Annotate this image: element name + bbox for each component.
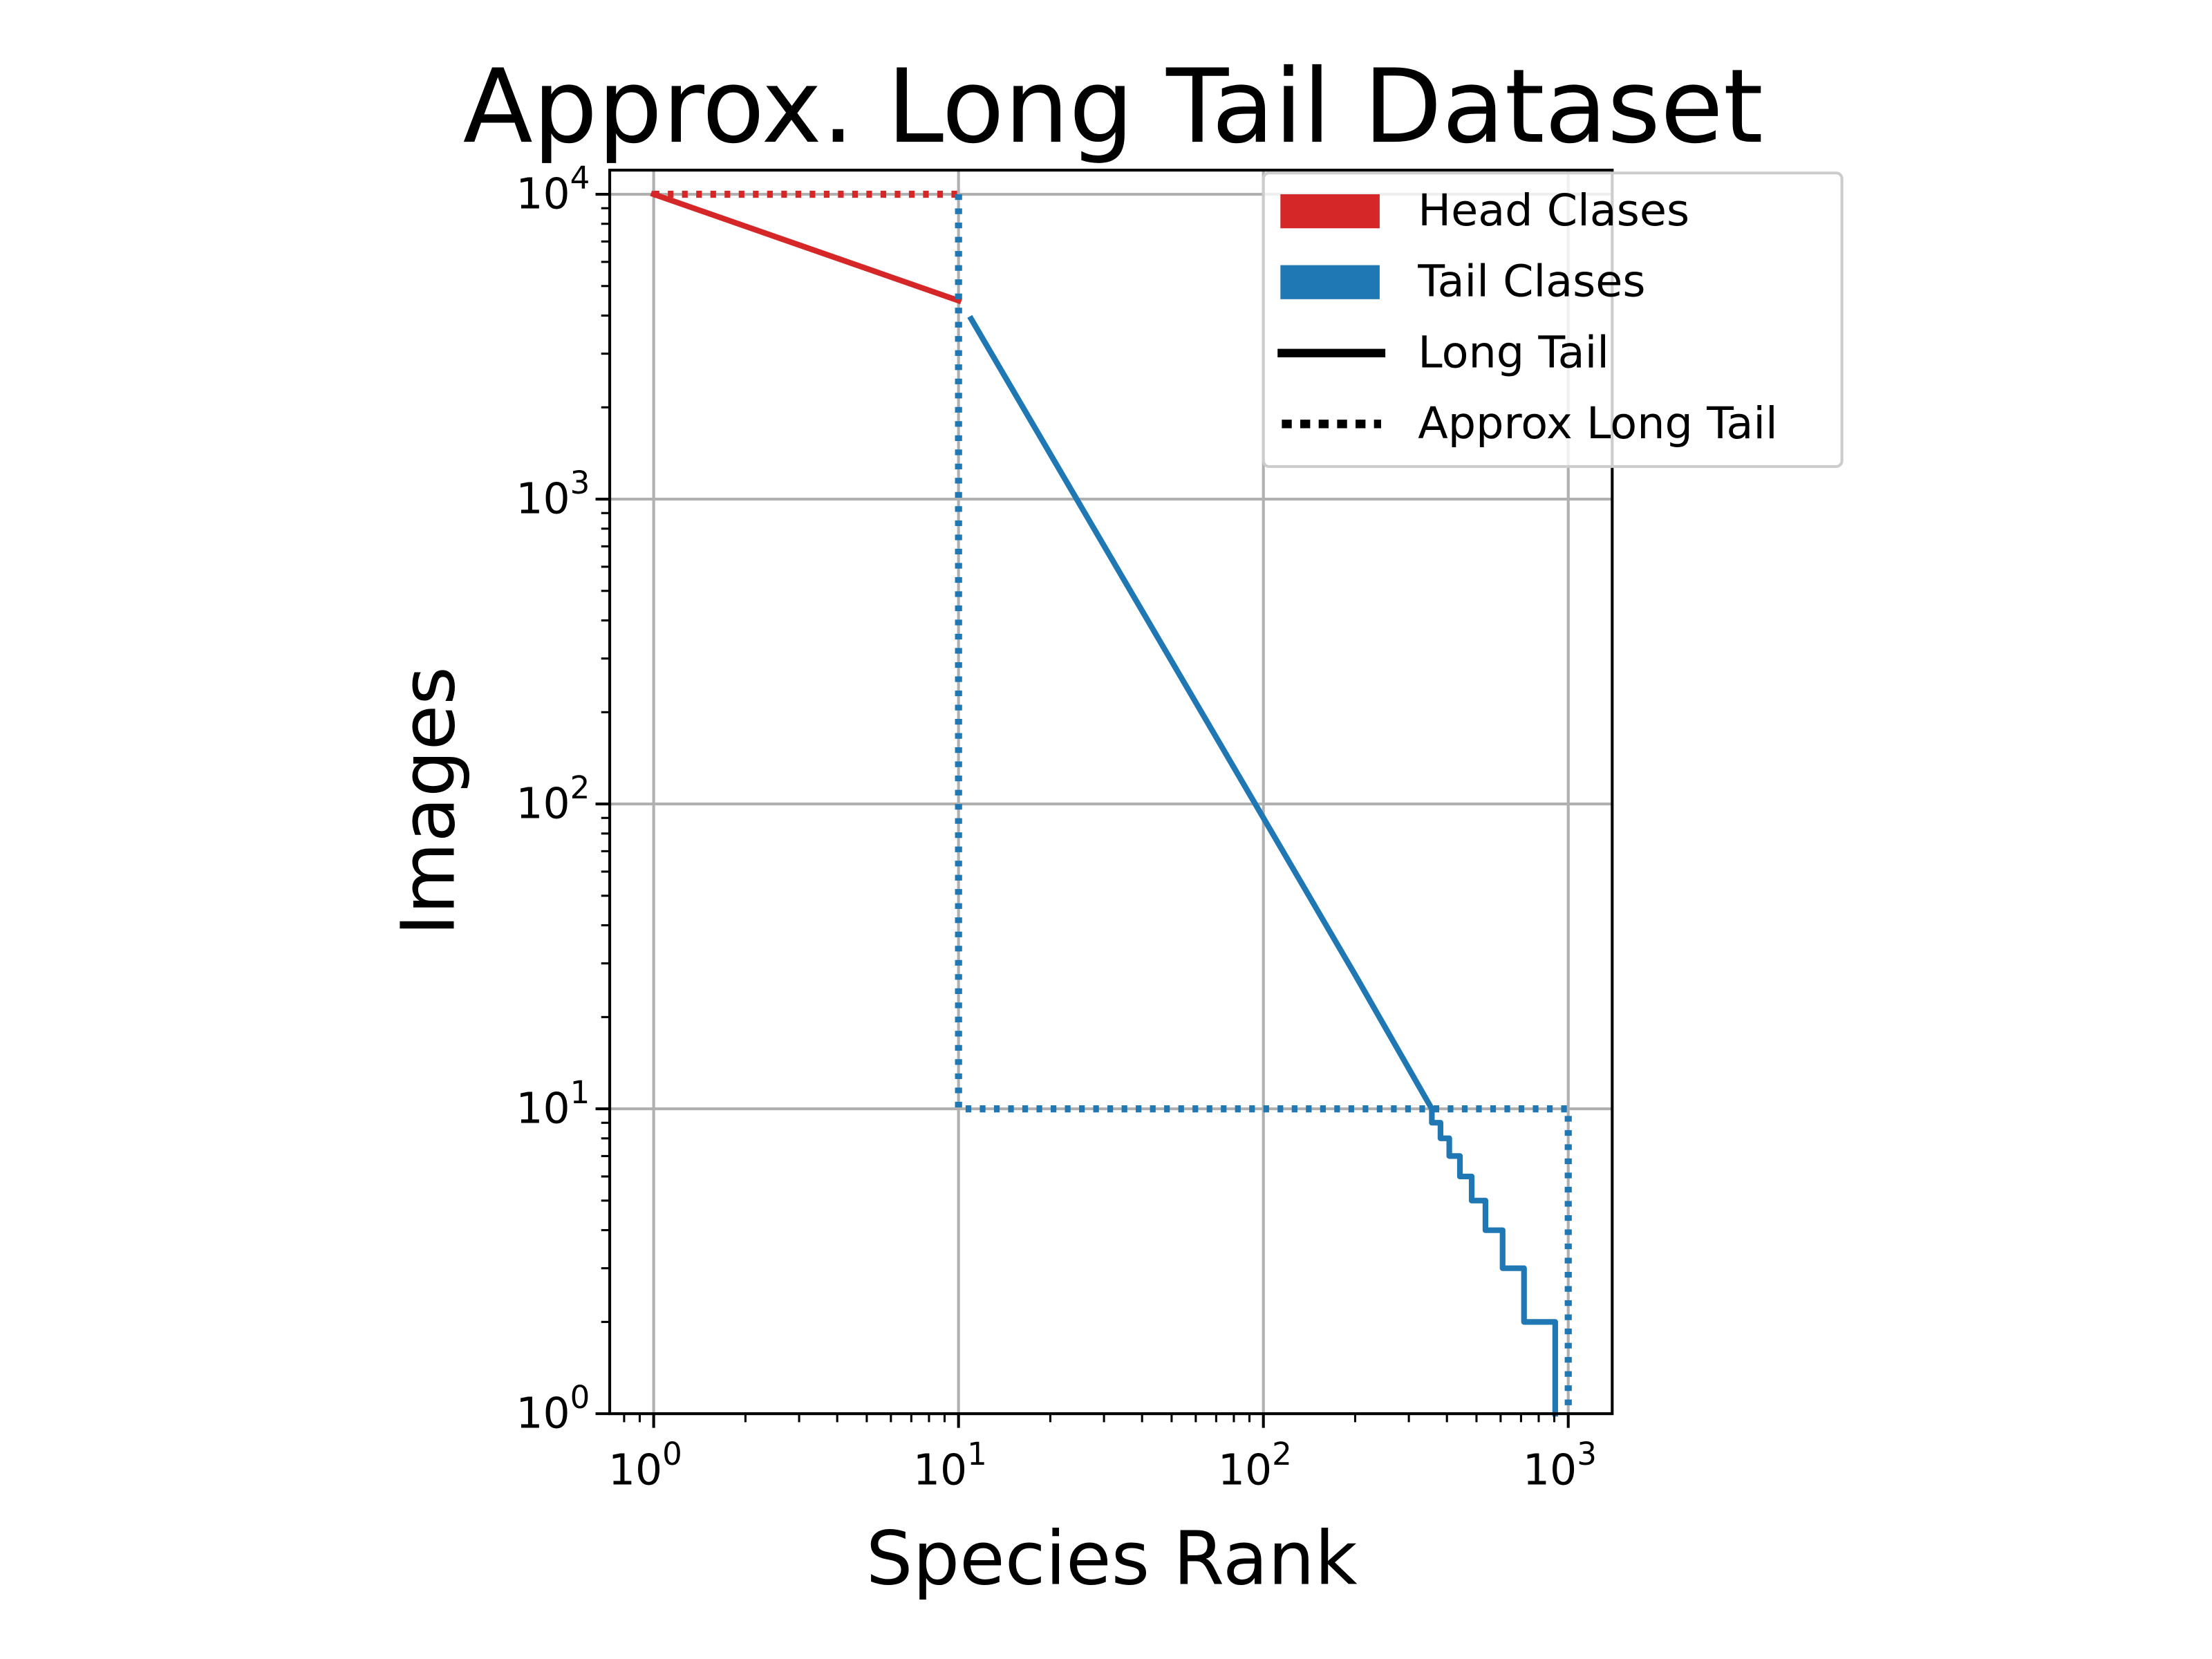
y-tick-label: 104 — [516, 160, 590, 219]
y-tick-label: 100 — [516, 1379, 590, 1438]
y-tick-base: 10 — [516, 169, 570, 219]
y-tick-exp: 3 — [570, 465, 590, 501]
x-tick-base: 10 — [913, 1445, 967, 1495]
x-tick-label: 100 — [608, 1436, 682, 1495]
legend-swatch-1 — [1280, 265, 1380, 299]
y-tick-exp: 1 — [570, 1074, 590, 1111]
y-tick-exp: 4 — [570, 160, 590, 196]
legend-swatch-0 — [1280, 194, 1380, 229]
x-tick-label: 101 — [913, 1436, 987, 1495]
x-tick-exp: 3 — [1577, 1436, 1597, 1472]
series-tail-long-tail — [967, 315, 1558, 1417]
y-tick-label: 103 — [516, 465, 590, 524]
plot-area — [650, 190, 1572, 1417]
chart-title: Approx. Long Tail Dataset — [463, 47, 1763, 166]
x-tick-base: 10 — [1218, 1445, 1272, 1495]
legend-label: Approx Long Tail — [1418, 397, 1777, 449]
x-tick-exp: 1 — [967, 1436, 987, 1472]
y-axis-label: Images — [386, 666, 471, 936]
series-head-long-tail — [650, 190, 962, 305]
y-tick-exp: 0 — [570, 1379, 590, 1416]
legend-frame — [1262, 171, 1844, 468]
legend: Head Clases Tail Clases Long Tail Approx Lo… — [1262, 171, 1844, 468]
x-tick-base: 10 — [1523, 1445, 1577, 1495]
y-tick-base: 10 — [516, 1084, 570, 1134]
x-tick-label: 103 — [1523, 1436, 1597, 1495]
y-tick-label: 101 — [516, 1074, 590, 1134]
legend-label: Head Clases — [1418, 185, 1689, 236]
x-tick-exp: 0 — [662, 1436, 682, 1472]
x-tick-base: 10 — [608, 1445, 662, 1495]
x-tick-exp: 2 — [1272, 1436, 1292, 1472]
axes-frame — [608, 169, 1614, 1416]
y-tick-base: 10 — [516, 1389, 570, 1438]
y-tick-exp: 2 — [570, 769, 590, 806]
y-tick-label: 102 — [516, 769, 590, 829]
x-tick-label: 102 — [1218, 1436, 1292, 1495]
series-tail-approx — [955, 194, 1572, 1414]
x-axis-label: Species Rank — [866, 1516, 1358, 1602]
legend-label: Tail Clases — [1417, 256, 1645, 307]
y-tick-base: 10 — [516, 779, 570, 829]
y-tick-base: 10 — [516, 474, 570, 524]
legend-label: Long Tail — [1418, 326, 1609, 377]
